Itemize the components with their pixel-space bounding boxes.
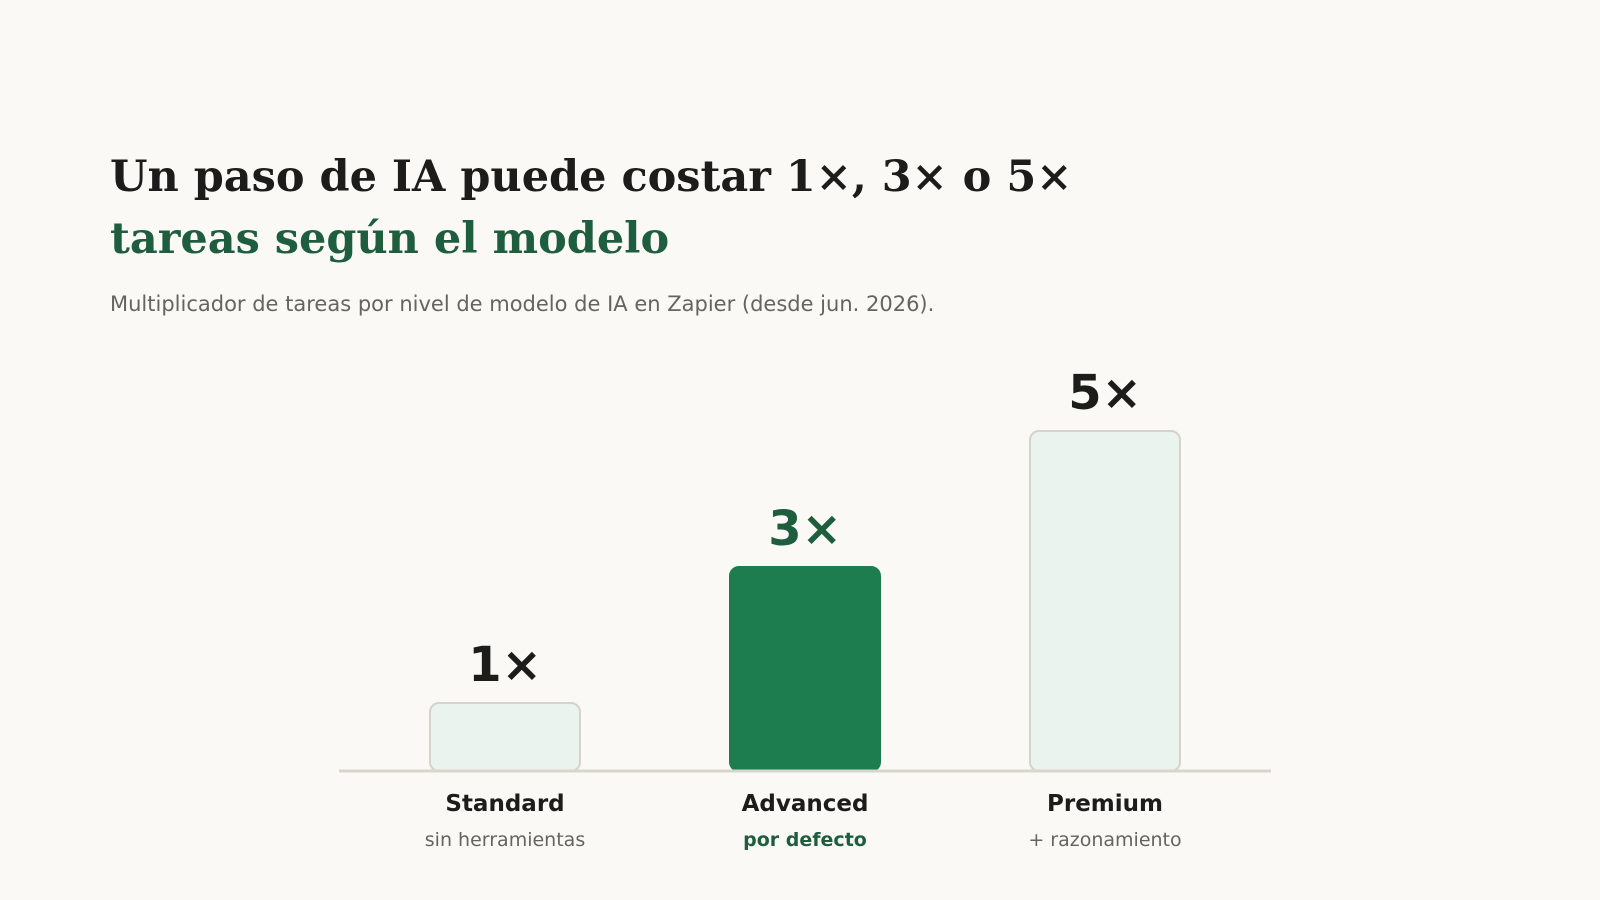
- category-label-advanced: Advanced: [742, 791, 869, 817]
- value-label-premium: 5×: [1068, 365, 1142, 421]
- bar-premium: [1029, 430, 1181, 772]
- title-line-2: tareas según el modelo: [110, 214, 670, 264]
- category-label-premium: Premium: [1047, 791, 1163, 817]
- value-label-advanced: 3×: [768, 501, 842, 557]
- category-note-advanced: por defecto: [743, 829, 867, 851]
- category-note-standard: sin herramientas: [425, 829, 585, 851]
- category-note-premium: + razonamiento: [1028, 829, 1181, 851]
- chart-subtitle: Multiplicador de tareas por nivel de mod…: [110, 292, 935, 316]
- category-label-standard: Standard: [445, 791, 564, 817]
- title-line-1: Un paso de IA puede costar 1×, 3× o 5×: [110, 152, 1073, 202]
- bar-advanced: [729, 566, 881, 772]
- value-label-standard: 1×: [468, 637, 542, 693]
- chart-title: Un paso de IA puede costar 1×, 3× o 5× t…: [110, 146, 1072, 270]
- bar-standard: [429, 702, 581, 772]
